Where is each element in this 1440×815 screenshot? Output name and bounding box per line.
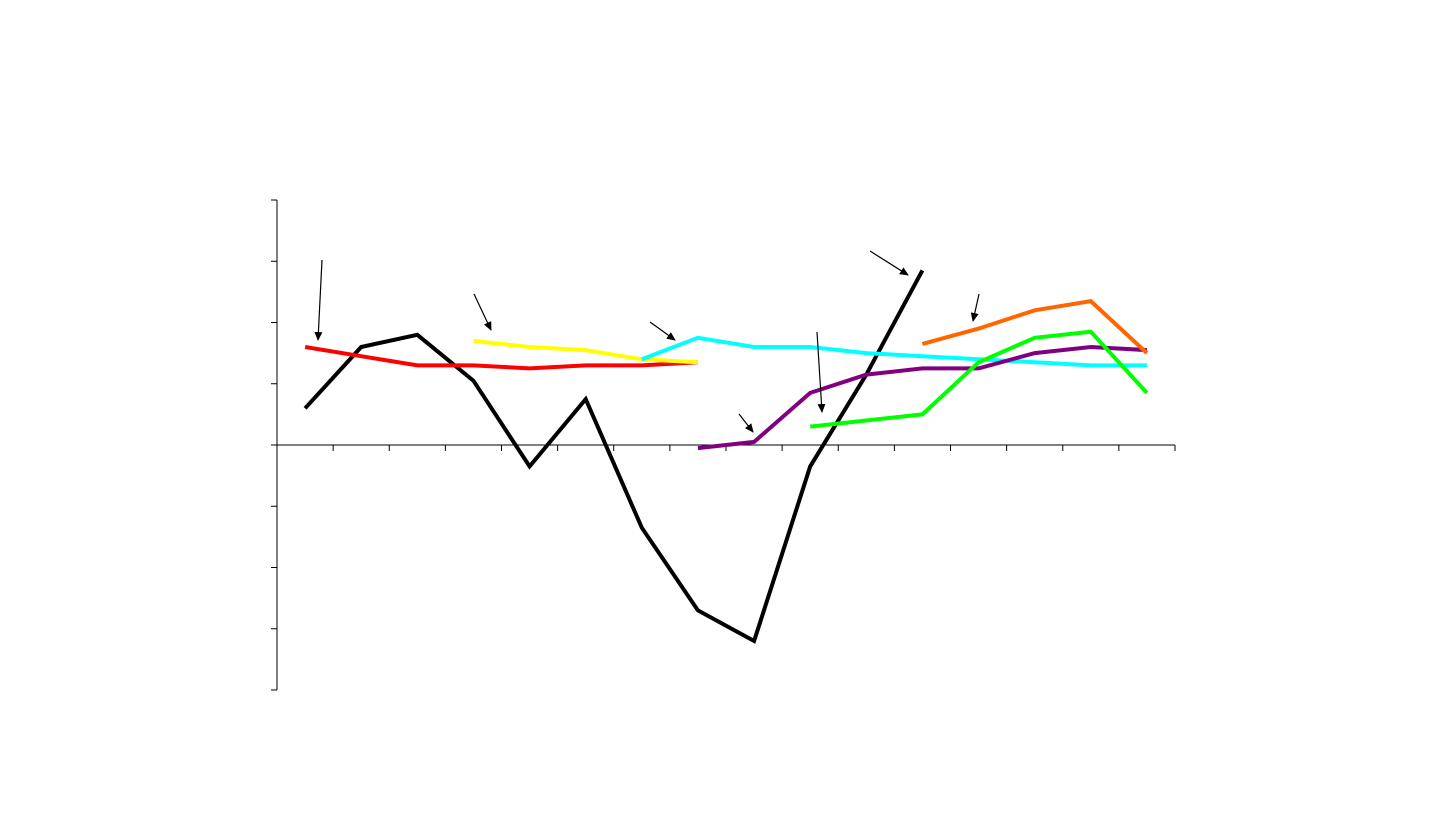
annotation-arrow-3 xyxy=(649,321,676,341)
annotation-arrow-4 xyxy=(738,413,754,433)
series-line-4 xyxy=(641,335,1147,368)
series-line-5 xyxy=(697,344,1148,451)
series-line-7 xyxy=(921,298,1149,355)
series-line-6 xyxy=(809,329,1149,429)
annotation-arrow-7 xyxy=(970,293,980,322)
annotation-arrows xyxy=(314,250,980,433)
series-group xyxy=(303,269,1149,644)
annotation-arrow-5 xyxy=(816,331,826,413)
annotation-arrow-6 xyxy=(869,250,909,276)
series-line-1 xyxy=(303,269,925,644)
annotation-arrow-2 xyxy=(473,293,492,331)
annotation-arrow-1 xyxy=(314,259,323,341)
series-line-2 xyxy=(304,345,699,371)
series-line-3 xyxy=(473,338,699,365)
